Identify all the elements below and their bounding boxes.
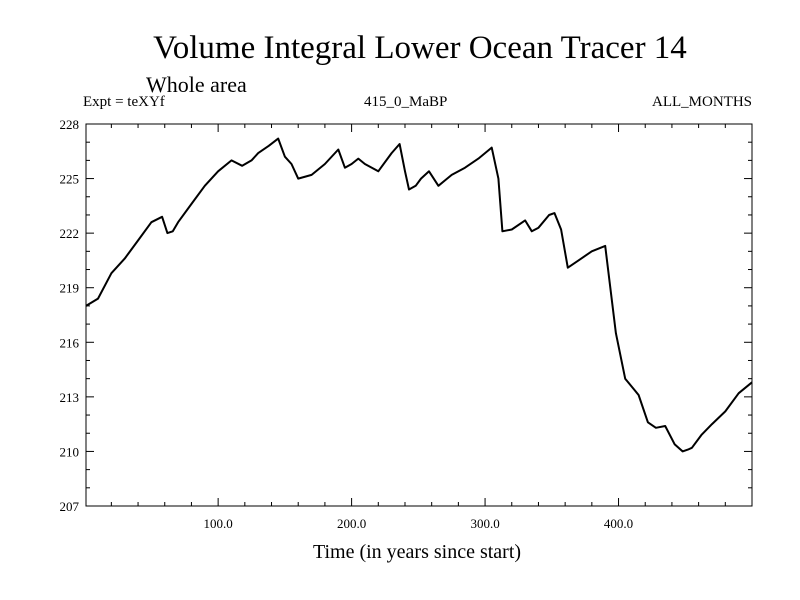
y-tick-label: 210 xyxy=(60,444,80,459)
y-tick-label: 216 xyxy=(60,335,80,350)
y-tick-label: 228 xyxy=(60,117,80,132)
x-axis-label: Time (in years since start) xyxy=(312,541,522,563)
tick-labels: 207 210 213 216 219 222 225 228 100.0 200.0 300.0 4… xyxy=(60,117,634,531)
y-tick-label: 225 xyxy=(60,172,80,187)
y-tick-label: 213 xyxy=(60,390,80,405)
x-tick-label: 200.0 xyxy=(337,516,366,531)
y-tick-label: 219 xyxy=(60,281,80,296)
x-tick-label: 100.0 xyxy=(204,516,233,531)
tracer-series-line xyxy=(85,137,753,453)
chart-title: Volume Integral Lower Ocean Tracer 14 xyxy=(153,30,687,66)
period-label: 415_0_MaBP xyxy=(364,94,448,110)
x-tick-label: 300.0 xyxy=(470,516,499,531)
experiment-label: Expt = teXYf xyxy=(83,94,165,110)
plot-frame xyxy=(85,123,753,507)
y-tick-label: 207 xyxy=(60,499,80,514)
y-tick-label: 222 xyxy=(60,226,80,241)
x-tick-label: 400.0 xyxy=(604,516,633,531)
chart-subtitle: Whole area xyxy=(146,72,247,97)
series-layer xyxy=(85,137,753,453)
months-label: ALL_MONTHS xyxy=(652,94,752,110)
